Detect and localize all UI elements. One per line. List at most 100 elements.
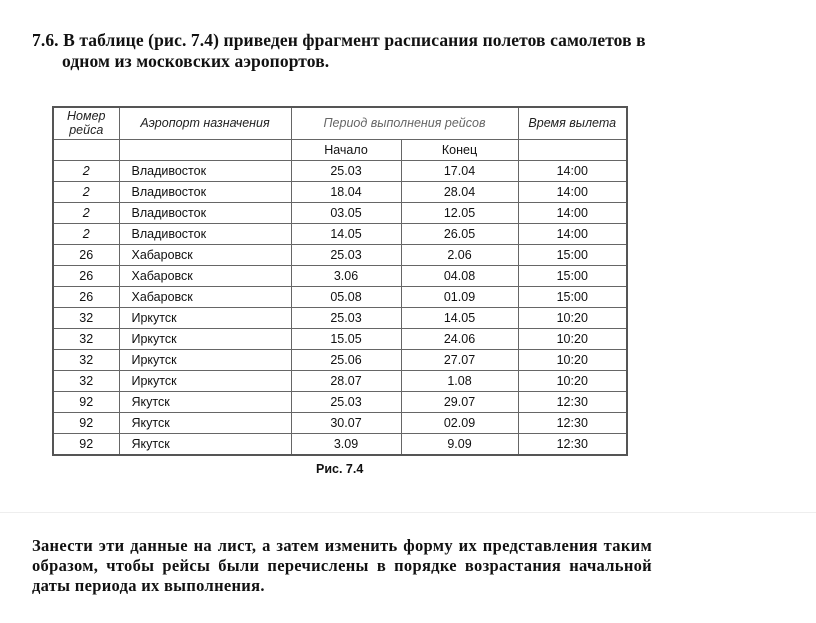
cell-end-date: 01.09: [400, 285, 519, 308]
cell-start-date: 30.07: [290, 411, 402, 434]
header-empty: [517, 138, 628, 161]
table-row: 92 Якутск 25.03 29.07 12:30: [52, 390, 628, 413]
cell-departure-time: 15:00: [517, 243, 628, 266]
cell-start-date: 05.08: [290, 285, 402, 308]
table-row: 92 Якутск 30.07 02.09 12:30: [52, 411, 628, 434]
cell-start-date: 3.09: [290, 432, 402, 455]
cell-start-date: 15.05: [290, 327, 402, 350]
cell-start-date: 25.03: [290, 306, 402, 329]
table-row: 2 Владивосток 25.03 17.04 14:00: [52, 159, 628, 182]
cell-end-date: 27.07: [400, 348, 519, 371]
cell-departure-time: 10:20: [517, 327, 628, 350]
cell-start-date: 25.03: [290, 243, 402, 266]
cell-airport: Хабаровск: [118, 264, 292, 287]
cell-flight-number: 2: [52, 222, 120, 245]
table-row: 32 Иркутск 15.05 24.06 10:20: [52, 327, 628, 350]
cell-start-date: 25.06: [290, 348, 402, 371]
table-row: 32 Иркутск 28.07 1.08 10:20: [52, 369, 628, 392]
cell-airport: Иркутск: [118, 369, 292, 392]
cell-flight-number: 32: [52, 327, 120, 350]
cell-end-date: 9.09: [400, 432, 519, 455]
task-statement: 7.6. В таблице (рис. 7.4) приведен фрагм…: [32, 30, 692, 72]
cell-flight-number: 2: [52, 180, 120, 203]
assignment-text: Занести эти данные на лист, а затем изме…: [32, 536, 652, 595]
table-row: 26 Хабаровск 25.03 2.06 15:00: [52, 243, 628, 266]
cell-airport: Владивосток: [118, 159, 292, 182]
cell-flight-number: 26: [52, 264, 120, 287]
header-time: Время вылета: [517, 106, 628, 140]
cell-flight-number: 26: [52, 243, 120, 266]
cell-end-date: 02.09: [400, 411, 519, 434]
cell-end-date: 04.08: [400, 264, 519, 287]
cell-flight-number: 32: [52, 348, 120, 371]
cell-start-date: 25.03: [290, 390, 402, 413]
cell-end-date: 2.06: [400, 243, 519, 266]
cell-airport: Якутск: [118, 390, 292, 413]
cell-departure-time: 15:00: [517, 285, 628, 308]
header-empty: [52, 138, 120, 161]
cell-end-date: 1.08: [400, 369, 519, 392]
cell-airport: Иркутск: [118, 348, 292, 371]
cell-airport: Иркутск: [118, 306, 292, 329]
cell-flight-number: 26: [52, 285, 120, 308]
figure-caption: Рис. 7.4: [316, 462, 364, 476]
cell-flight-number: 92: [52, 432, 120, 455]
cell-airport: Хабаровск: [118, 243, 292, 266]
schedule-table: Номер рейса Аэропорт назначения Период в…: [52, 106, 628, 456]
header-flight: Номер рейса: [52, 106, 120, 140]
cell-departure-time: 10:20: [517, 348, 628, 371]
cell-start-date: 28.07: [290, 369, 402, 392]
cell-airport: Якутск: [118, 411, 292, 434]
table-row: 2 Владивосток 14.05 26.05 14:00: [52, 222, 628, 245]
table-row: 32 Иркутск 25.03 14.05 10:20: [52, 306, 628, 329]
task-line-2: одном из московских аэропортов.: [62, 51, 330, 71]
table-row: 2 Владивосток 18.04 28.04 14:00: [52, 180, 628, 203]
cell-departure-time: 14:00: [517, 201, 628, 224]
cell-departure-time: 14:00: [517, 159, 628, 182]
cell-airport: Владивосток: [118, 180, 292, 203]
cell-departure-time: 12:30: [517, 390, 628, 413]
table-row: 26 Хабаровск 3.06 04.08 15:00: [52, 264, 628, 287]
cell-flight-number: 2: [52, 159, 120, 182]
divider: [0, 512, 816, 513]
header-empty: [118, 138, 292, 161]
cell-end-date: 29.07: [400, 390, 519, 413]
cell-flight-number: 92: [52, 390, 120, 413]
cell-end-date: 26.05: [400, 222, 519, 245]
cell-end-date: 28.04: [400, 180, 519, 203]
cell-flight-number: 92: [52, 411, 120, 434]
cell-start-date: 3.06: [290, 264, 402, 287]
cell-departure-time: 15:00: [517, 264, 628, 287]
cell-departure-time: 14:00: [517, 222, 628, 245]
header-start: Начало: [290, 138, 402, 161]
cell-flight-number: 32: [52, 369, 120, 392]
cell-airport: Владивосток: [118, 222, 292, 245]
table-row: 32 Иркутск 25.06 27.07 10:20: [52, 348, 628, 371]
cell-airport: Владивосток: [118, 201, 292, 224]
cell-start-date: 25.03: [290, 159, 402, 182]
task-line-1: 7.6. В таблице (рис. 7.4) приведен фрагм…: [32, 30, 646, 50]
header-period: Период выполнения рейсов: [290, 106, 519, 140]
cell-start-date: 03.05: [290, 201, 402, 224]
cell-start-date: 18.04: [290, 180, 402, 203]
cell-departure-time: 10:20: [517, 306, 628, 329]
header-end: Конец: [400, 138, 519, 161]
cell-departure-time: 14:00: [517, 180, 628, 203]
cell-end-date: 17.04: [400, 159, 519, 182]
cell-flight-number: 32: [52, 306, 120, 329]
cell-end-date: 24.06: [400, 327, 519, 350]
cell-airport: Хабаровск: [118, 285, 292, 308]
table-row: 26 Хабаровск 05.08 01.09 15:00: [52, 285, 628, 308]
cell-end-date: 14.05: [400, 306, 519, 329]
table-row: 92 Якутск 3.09 9.09 12:30: [52, 432, 628, 455]
cell-departure-time: 10:20: [517, 369, 628, 392]
cell-start-date: 14.05: [290, 222, 402, 245]
cell-departure-time: 12:30: [517, 432, 628, 455]
cell-end-date: 12.05: [400, 201, 519, 224]
cell-airport: Якутск: [118, 432, 292, 455]
table-row: 2 Владивосток 03.05 12.05 14:00: [52, 201, 628, 224]
header-airport: Аэропорт назначения: [118, 106, 292, 140]
cell-departure-time: 12:30: [517, 411, 628, 434]
cell-airport: Иркутск: [118, 327, 292, 350]
cell-flight-number: 2: [52, 201, 120, 224]
